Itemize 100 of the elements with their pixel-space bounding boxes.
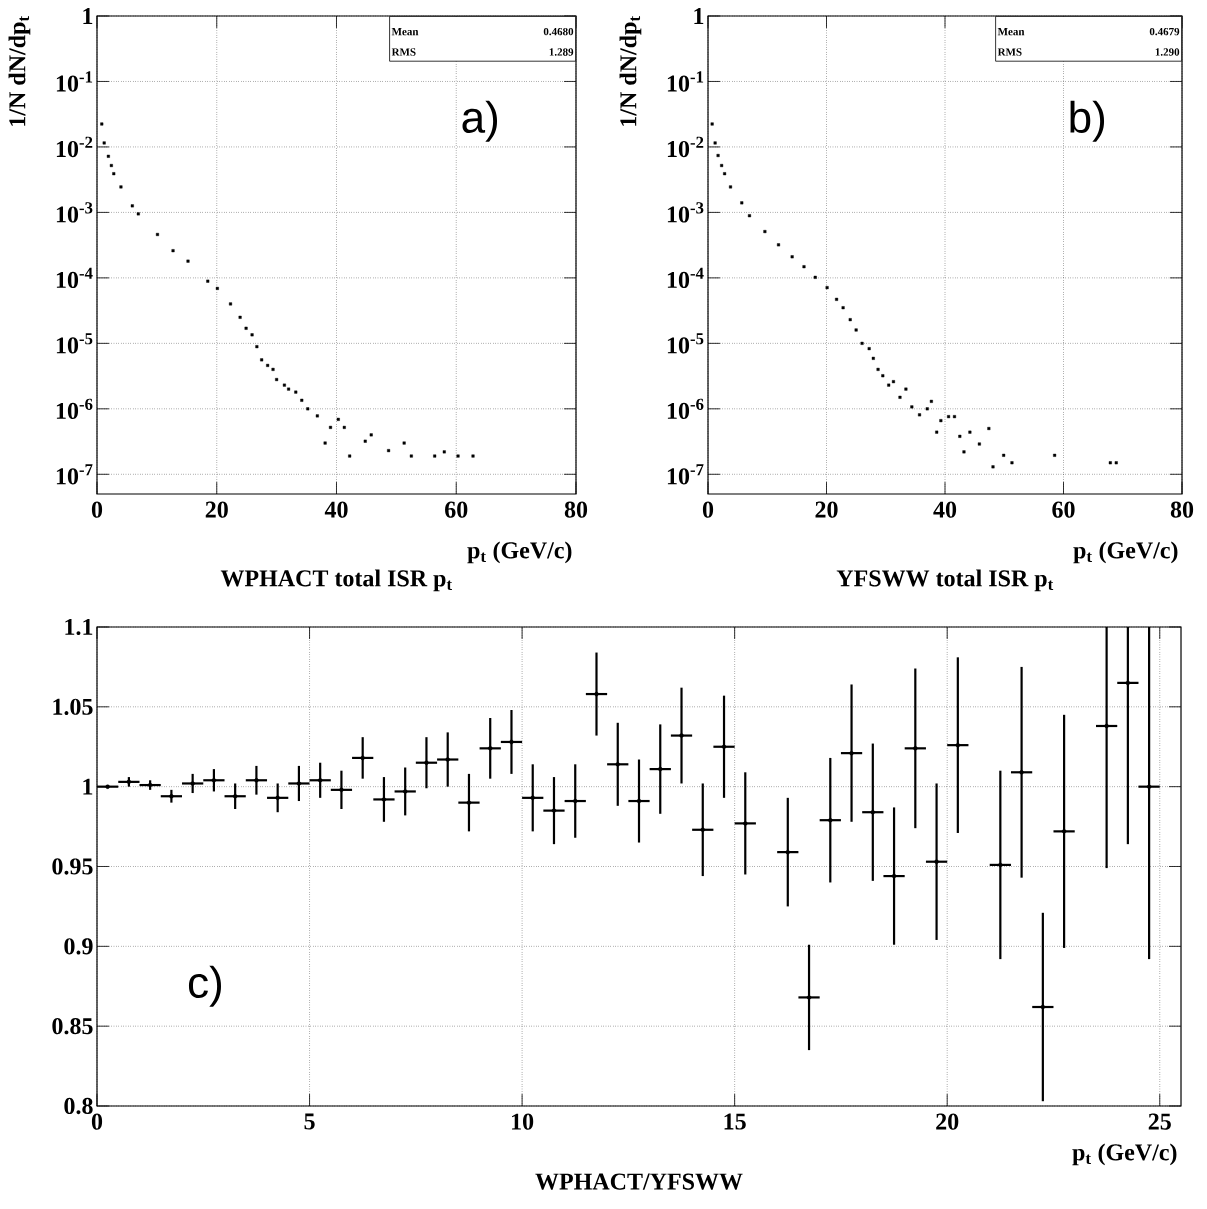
point xyxy=(215,286,219,290)
point xyxy=(968,430,972,434)
point xyxy=(271,367,275,371)
x-tick-label: 5 xyxy=(304,1113,315,1130)
point xyxy=(740,201,744,205)
point xyxy=(939,419,943,423)
point xyxy=(106,154,110,158)
point xyxy=(232,794,238,799)
point xyxy=(206,279,210,283)
point xyxy=(530,795,535,801)
x-axis-title: p$_{t}$ (GeV/c) xyxy=(467,541,572,564)
y-tick-label: 1 xyxy=(83,778,93,795)
point xyxy=(1002,453,1006,457)
point xyxy=(102,141,106,145)
point xyxy=(841,306,845,310)
point xyxy=(266,363,270,367)
y-tick-label: 0.85 xyxy=(52,1018,93,1035)
y-tick-label: 10$^{-4}$ xyxy=(667,267,704,289)
point xyxy=(306,407,310,411)
text: WPHACT total ISR p$_{t}$ xyxy=(220,569,452,592)
point xyxy=(445,757,450,762)
point xyxy=(615,762,620,767)
point xyxy=(785,849,790,855)
annotation: c) xyxy=(188,965,221,1007)
point xyxy=(323,441,327,445)
point xyxy=(442,450,446,454)
point xyxy=(130,204,134,208)
y-tick-label: 10$^{-1}$ xyxy=(667,71,704,92)
x-tick-label: 80 xyxy=(1170,501,1194,518)
point xyxy=(998,862,1003,868)
y-tick-label: 10$^{-2}$ xyxy=(667,136,704,158)
point xyxy=(466,800,472,805)
point xyxy=(1108,461,1112,465)
point xyxy=(849,750,854,756)
y-tick-label: 1 xyxy=(694,8,704,24)
point xyxy=(1019,770,1024,775)
point xyxy=(1010,461,1014,465)
point xyxy=(721,744,727,749)
point xyxy=(1061,829,1067,834)
point xyxy=(991,465,995,469)
y-axis-title: 1/N dN/dp$_{t}$ xyxy=(619,16,642,126)
y-tick-label: 10$^{-7}$ xyxy=(56,464,93,485)
x-tick-label: 10 xyxy=(512,1113,534,1130)
point xyxy=(409,454,413,458)
point xyxy=(881,374,885,378)
point xyxy=(287,387,291,391)
y-tick-label: 0.9 xyxy=(64,938,93,955)
annotation: Mean xyxy=(391,27,419,36)
point xyxy=(369,433,373,437)
text: WPHACT/YFSWW xyxy=(535,1173,743,1190)
y-tick-label: 10$^{-6}$ xyxy=(56,398,93,420)
point xyxy=(636,798,642,804)
x-axis-title: p$_{t}$ (GeV/c) xyxy=(1072,1143,1177,1166)
point xyxy=(867,347,871,351)
point xyxy=(171,249,175,253)
annotation: 0.4680 xyxy=(543,27,574,36)
y-tick-label: 10$^{-7}$ xyxy=(667,464,704,485)
point xyxy=(229,302,233,306)
point xyxy=(456,454,460,458)
point xyxy=(1146,784,1152,789)
point xyxy=(363,439,367,443)
x-tick-label: 15 xyxy=(724,1113,746,1130)
x-tick-label: 0 xyxy=(91,501,103,518)
point xyxy=(876,367,880,371)
x-tick-label: 25 xyxy=(1148,1113,1171,1130)
point xyxy=(300,398,304,402)
x-tick-label: 60 xyxy=(1052,501,1075,518)
point xyxy=(211,778,217,783)
annotation: RMS xyxy=(997,48,1022,56)
point xyxy=(871,356,875,360)
y-tick-label: 0.95 xyxy=(52,858,93,875)
point xyxy=(870,810,876,815)
point xyxy=(958,434,962,438)
point xyxy=(860,341,864,345)
point xyxy=(1040,1004,1046,1010)
point xyxy=(403,789,408,794)
point xyxy=(1104,723,1109,729)
point xyxy=(713,141,717,145)
point xyxy=(342,425,346,429)
point xyxy=(190,781,195,786)
point xyxy=(891,873,897,879)
point xyxy=(802,265,806,269)
point xyxy=(910,405,914,409)
point xyxy=(315,414,319,418)
point xyxy=(573,798,578,804)
point xyxy=(254,778,259,783)
point xyxy=(329,425,333,429)
point xyxy=(891,380,895,384)
point xyxy=(716,154,720,157)
point xyxy=(790,255,794,259)
y-tick-label: 1 xyxy=(83,8,93,24)
y-tick-label: 10$^{-2}$ xyxy=(56,136,93,158)
x-tick-label: 40 xyxy=(324,501,348,518)
point xyxy=(825,286,829,290)
point xyxy=(294,390,298,394)
point xyxy=(275,378,279,382)
point xyxy=(244,326,248,330)
y-tick-label: 10$^{-5}$ xyxy=(667,333,704,354)
y-tick-label: 10$^{-1}$ xyxy=(56,71,93,92)
point xyxy=(955,742,961,748)
